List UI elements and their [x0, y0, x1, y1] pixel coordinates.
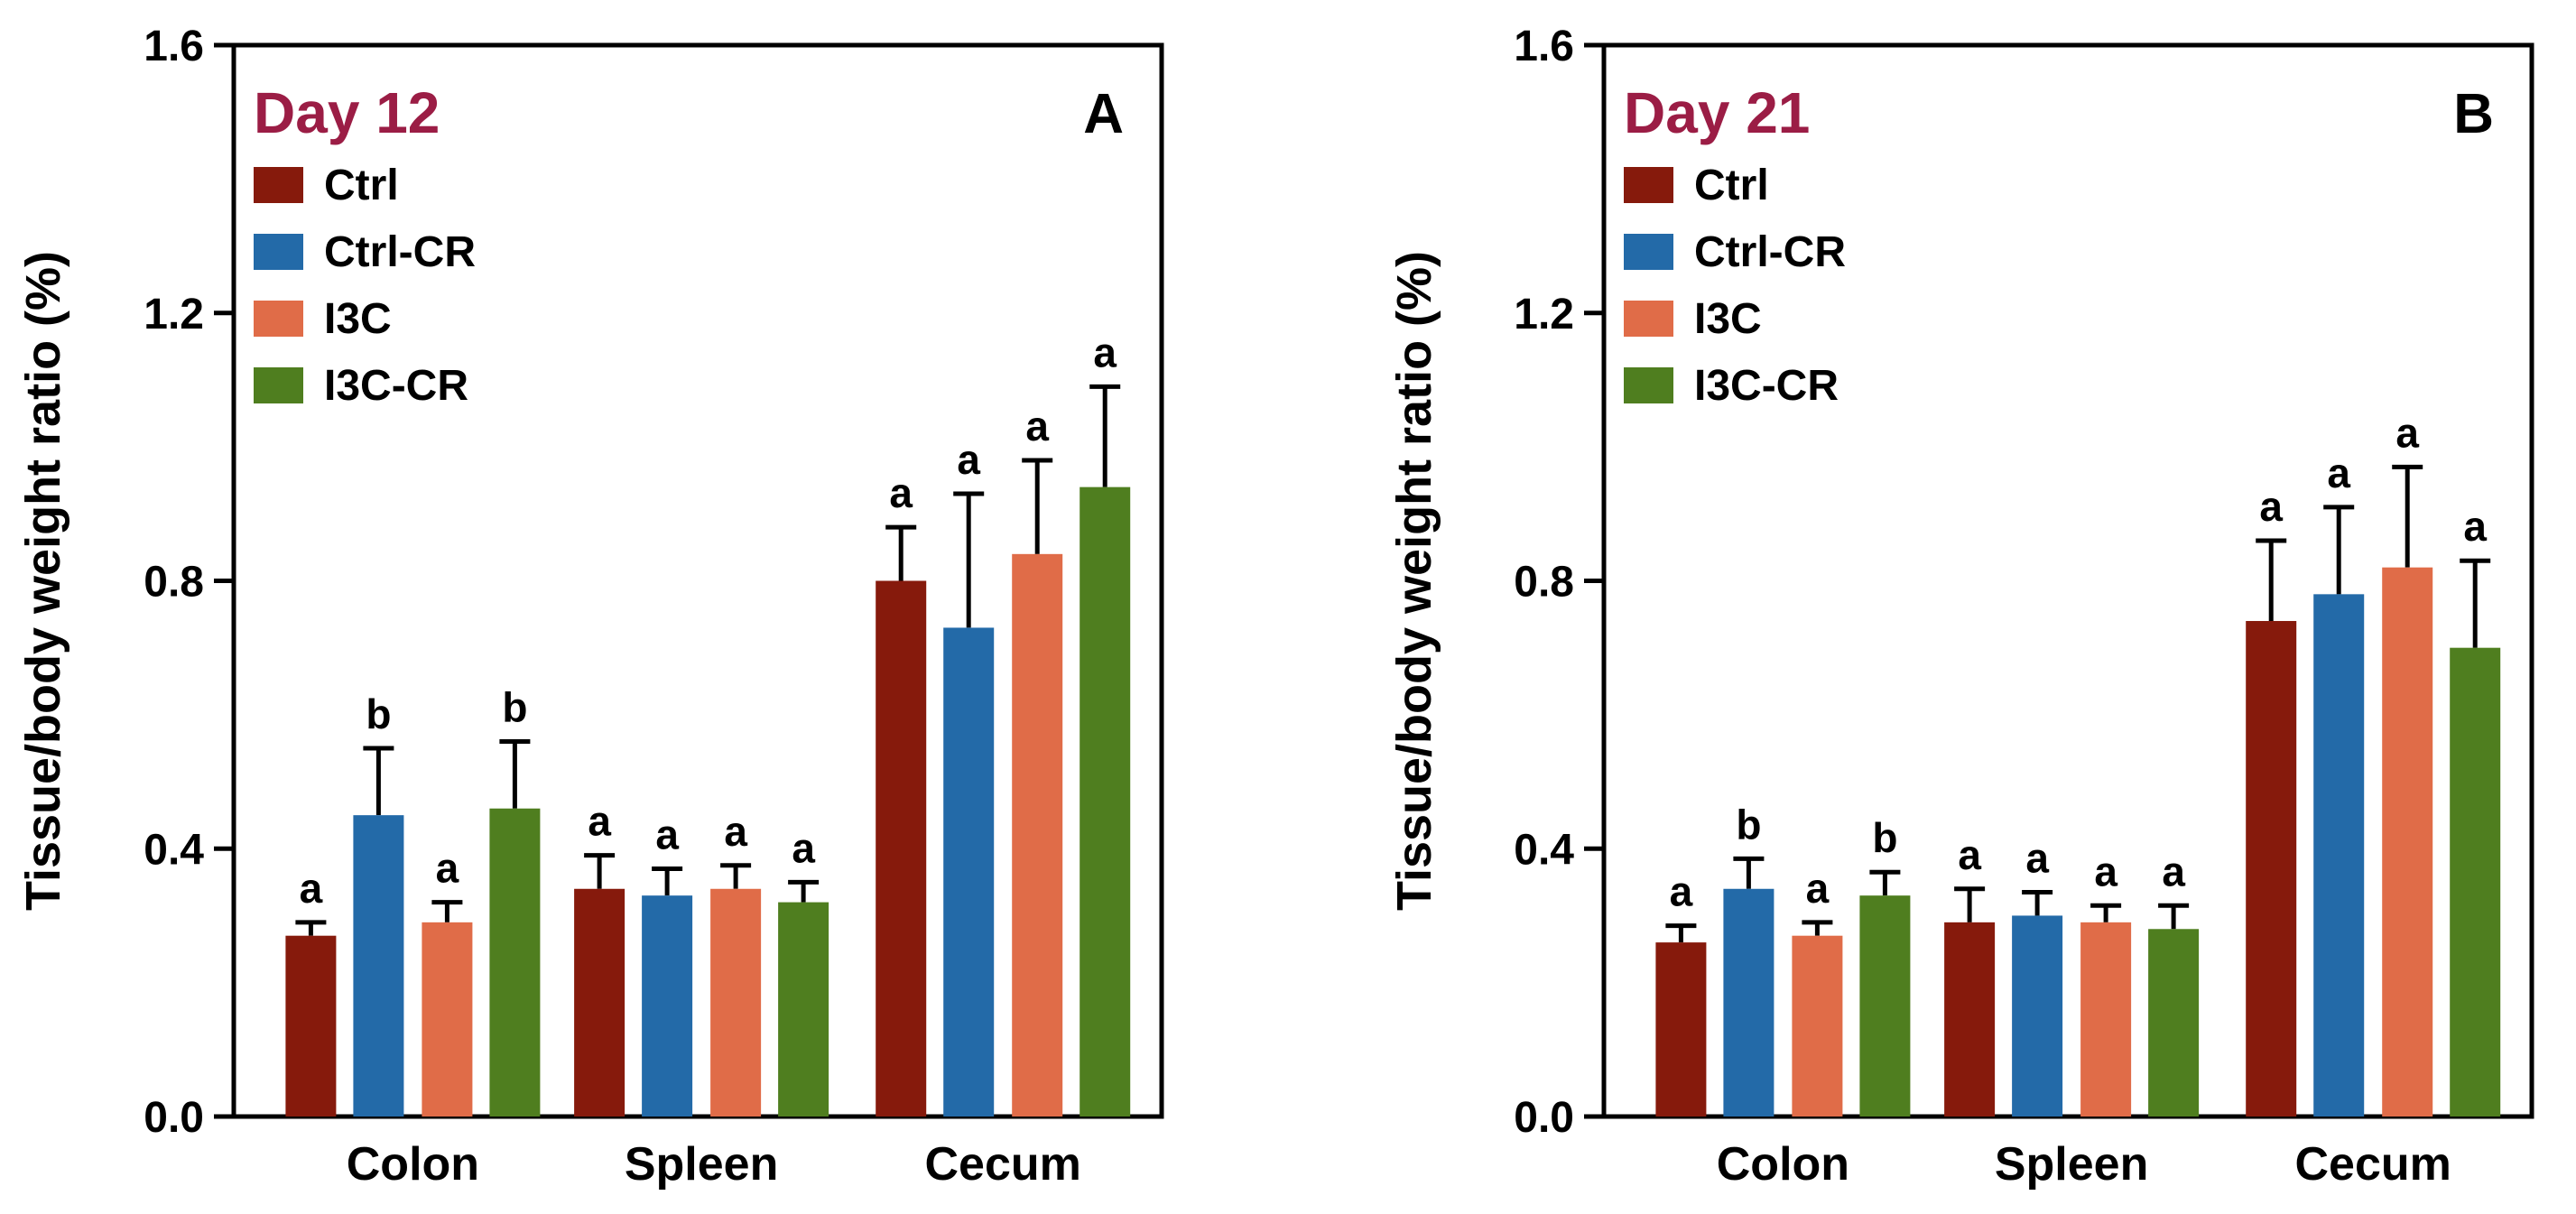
legend-swatch — [1624, 234, 1673, 270]
legend-label: Ctrl-CR — [1694, 228, 1846, 276]
bar — [574, 888, 625, 1117]
bar — [2313, 594, 2365, 1117]
significance-label: a — [2327, 449, 2350, 496]
bar — [2246, 621, 2297, 1117]
panel-letter: A — [1083, 83, 1124, 145]
significance-label: b — [366, 690, 391, 737]
chart-panel-b: 0.0 0.4 0.8 1.2 1.6 Tissue/body weight ratio … — [1387, 23, 2534, 1191]
bar — [2450, 647, 2501, 1117]
significance-label: a — [2463, 503, 2487, 550]
significance-label: a — [588, 798, 611, 845]
chart-title: Day 12 — [254, 80, 440, 145]
y-tick-label: 0.4 — [144, 826, 204, 874]
bar — [642, 895, 693, 1117]
x-tick-label: Cecum — [2295, 1138, 2451, 1191]
legend-label: I3C — [324, 295, 392, 343]
significance-label: a — [1025, 403, 1049, 449]
legend-swatch — [254, 234, 303, 270]
y-axis-label: Tissue/body weight ratio (%) — [16, 251, 70, 911]
significance-label: a — [2162, 848, 2185, 894]
x-tick-label: Spleen — [1995, 1138, 2149, 1191]
legend-label: I3C — [1694, 295, 1762, 343]
bar — [876, 580, 927, 1117]
legend-swatch — [1624, 301, 1673, 337]
y-tick-label: 1.6 — [144, 23, 204, 70]
legend-swatch — [254, 367, 303, 403]
bar — [710, 888, 762, 1117]
bar — [2148, 929, 2200, 1117]
bar — [2012, 915, 2063, 1117]
significance-label: a — [957, 436, 980, 483]
significance-label: a — [2025, 834, 2049, 881]
panel-letter: B — [2453, 83, 2494, 145]
legend-label: Ctrl — [324, 162, 399, 209]
x-tick-label: Cecum — [925, 1138, 1081, 1191]
significance-label: a — [2395, 409, 2419, 456]
y-tick-label: 1.6 — [1514, 23, 1574, 70]
significance-label: a — [1958, 831, 1981, 878]
bar — [1944, 922, 1996, 1117]
bar — [1792, 935, 1843, 1117]
bar — [1080, 487, 1131, 1117]
bar — [489, 808, 541, 1117]
legend-label: Ctrl-CR — [324, 228, 476, 276]
y-axis-label: Tissue/body weight ratio (%) — [1387, 251, 1441, 911]
significance-label: a — [2259, 483, 2283, 530]
y-tick-label: 1.2 — [1514, 291, 1574, 338]
legend-swatch — [1624, 367, 1673, 403]
significance-label: a — [724, 808, 747, 855]
significance-label: a — [1670, 868, 1693, 915]
x-tick-label: Spleen — [625, 1138, 779, 1191]
legend-label: I3C-CR — [324, 362, 468, 410]
legend-swatch — [254, 301, 303, 337]
significance-label: a — [792, 824, 815, 871]
legend-swatch — [1624, 167, 1673, 203]
bar — [1012, 553, 1063, 1117]
bar — [943, 627, 995, 1117]
bar — [353, 815, 404, 1117]
y-tick-label: 1.2 — [144, 291, 204, 338]
bar — [2080, 922, 2132, 1117]
significance-label: a — [2094, 848, 2117, 894]
significance-label: b — [1872, 814, 1897, 861]
bar — [1859, 895, 1911, 1117]
chart-title: Day 21 — [1624, 80, 1810, 145]
bar — [285, 935, 337, 1117]
significance-label: a — [1093, 329, 1117, 375]
y-tick-label: 0.0 — [144, 1094, 204, 1142]
significance-label: a — [300, 865, 323, 912]
y-tick-label: 0.8 — [144, 559, 204, 607]
y-tick-label: 0.8 — [1514, 559, 1574, 607]
bar — [1655, 942, 1707, 1117]
bar — [422, 922, 473, 1117]
bar — [1723, 888, 1774, 1117]
y-tick-label: 0.0 — [1514, 1094, 1574, 1142]
chart-panel-a: 0.0 0.4 0.8 1.2 1.6 Tissue/body weight ratio … — [16, 23, 1164, 1191]
y-tick-label: 0.4 — [1514, 826, 1574, 874]
bar — [778, 902, 829, 1117]
significance-label: b — [502, 684, 527, 731]
significance-label: b — [1736, 801, 1761, 848]
x-tick-label: Colon — [347, 1138, 479, 1191]
legend-swatch — [254, 167, 303, 203]
significance-label: a — [1806, 865, 1830, 912]
bar — [2382, 567, 2433, 1117]
significance-label: a — [436, 845, 459, 892]
significance-label: a — [655, 811, 679, 858]
significance-label: a — [889, 469, 913, 516]
legend-label: Ctrl — [1694, 162, 1769, 209]
x-tick-label: Colon — [1717, 1138, 1849, 1191]
legend-label: I3C-CR — [1694, 362, 1839, 410]
